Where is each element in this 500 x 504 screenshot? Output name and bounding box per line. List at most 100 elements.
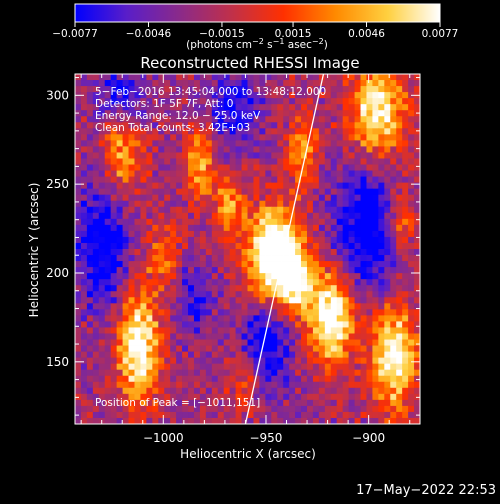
- heatmap-cell: [75, 309, 82, 316]
- heatmap-cell: [295, 411, 302, 419]
- heatmap-cell: [259, 249, 266, 256]
- heatmap-cell: [295, 309, 302, 316]
- heatmap-cell: [223, 273, 231, 280]
- heatmap-cell: [104, 116, 112, 123]
- heatmap-cell: [372, 297, 379, 304]
- heatmap-cell: [182, 363, 189, 371]
- heatmap-cell: [182, 128, 189, 135]
- heatmap-cell: [193, 134, 201, 141]
- heatmap-cell: [122, 315, 129, 322]
- heatmap-cell: [205, 309, 213, 316]
- heatmap-cell: [223, 393, 231, 401]
- heatmap-cell: [259, 182, 266, 190]
- heatmap-cell: [402, 393, 409, 401]
- heatmap-cell: [253, 98, 260, 105]
- heatmap-cell: [122, 134, 129, 141]
- heatmap-cell: [390, 182, 397, 190]
- heatmap-cell: [259, 170, 266, 177]
- heatmap-cell: [205, 303, 213, 310]
- heatmap-cell: [110, 351, 118, 359]
- heatmap-cell: [378, 351, 385, 359]
- heatmap-cell: [295, 249, 302, 256]
- heatmap-cell: [211, 140, 219, 147]
- heatmap-cell: [295, 164, 302, 171]
- heatmap-cell: [104, 98, 112, 105]
- heatmap-cell: [140, 303, 147, 310]
- heatmap-cell: [75, 104, 82, 111]
- heatmap-cell: [158, 369, 165, 377]
- heatmap-cell: [318, 387, 326, 395]
- heatmap-cell: [408, 387, 415, 395]
- heatmap-cell: [205, 182, 213, 190]
- heatmap-cell: [396, 351, 403, 359]
- heatmap-cell: [98, 303, 106, 310]
- heatmap-cell: [176, 327, 183, 334]
- heatmap-cell: [164, 182, 171, 190]
- heatmap-cell: [306, 309, 314, 316]
- heatmap-cell: [301, 375, 308, 383]
- heatmap-cell: [306, 375, 314, 383]
- heatmap-cell: [110, 279, 118, 286]
- heatmap-cell: [176, 182, 183, 190]
- heatmap-cell: [318, 116, 326, 123]
- heatmap-cell: [152, 80, 159, 87]
- heatmap-cell: [348, 351, 355, 359]
- heatmap-cell: [396, 92, 403, 99]
- heatmap-cell: [324, 236, 332, 244]
- heatmap-cell: [372, 158, 379, 165]
- heatmap-cell: [116, 387, 123, 395]
- heatmap-cell: [378, 230, 385, 238]
- heatmap-cell: [402, 86, 409, 93]
- heatmap-cell: [318, 122, 326, 129]
- heatmap-cell: [408, 212, 415, 220]
- heatmap-cell: [372, 86, 379, 93]
- heatmap-cell: [122, 98, 129, 105]
- heatmap-cell: [140, 92, 147, 99]
- heatmap-cell: [176, 140, 183, 147]
- heatmap-cell: [164, 224, 171, 232]
- heatmap-cell: [259, 128, 266, 135]
- heatmap-cell: [241, 381, 248, 389]
- heatmap-cell: [170, 351, 177, 359]
- heatmap-cell: [98, 92, 106, 99]
- heatmap-cell: [408, 110, 415, 117]
- heatmap-cell: [188, 236, 195, 244]
- heatmap-cell: [259, 315, 266, 322]
- heatmap-cell: [75, 345, 82, 352]
- heatmap-cell: [235, 128, 242, 135]
- heatmap-cell: [360, 206, 367, 214]
- heatmap-cell: [414, 399, 420, 407]
- heatmap-cell: [330, 74, 338, 81]
- heatmap-cell: [104, 104, 112, 111]
- heatmap-cell: [253, 122, 260, 129]
- heatmap-cell: [217, 291, 225, 298]
- heatmap-cell: [217, 128, 225, 135]
- heatmap-cell: [223, 387, 231, 395]
- heatmap-cell: [193, 297, 201, 304]
- heatmap-cell: [324, 267, 332, 274]
- heatmap-cell: [229, 110, 237, 117]
- heatmap-cell: [122, 74, 129, 81]
- heatmap-cell: [92, 369, 100, 377]
- heatmap-cell: [116, 134, 123, 141]
- heatmap-cell: [80, 393, 88, 401]
- heatmap-cell: [384, 134, 391, 141]
- heatmap-cell: [80, 417, 88, 424]
- heatmap-cell: [259, 261, 266, 268]
- heatmap-cell: [366, 357, 373, 365]
- heatmap-cell: [158, 387, 165, 395]
- heatmap-cell: [408, 285, 415, 292]
- heatmap-cell: [134, 146, 141, 153]
- heatmap-cell: [306, 170, 314, 177]
- heatmap-cell: [306, 182, 314, 190]
- heatmap-cell: [122, 285, 129, 292]
- heatmap-cell: [378, 303, 385, 310]
- heatmap-cell: [211, 200, 219, 208]
- heatmap-cell: [140, 212, 147, 220]
- heatmap-cell: [342, 393, 350, 401]
- heatmap-cell: [134, 176, 141, 184]
- heatmap-cell: [354, 104, 361, 111]
- heatmap-cell: [128, 285, 135, 292]
- heatmap-cell: [116, 375, 123, 383]
- heatmap-cell: [384, 285, 391, 292]
